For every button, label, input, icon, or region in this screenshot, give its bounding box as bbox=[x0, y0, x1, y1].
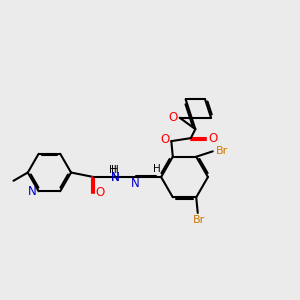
Text: Br: Br bbox=[193, 214, 206, 224]
Text: H: H bbox=[153, 164, 160, 174]
Text: H: H bbox=[111, 165, 119, 176]
Text: O: O bbox=[160, 133, 169, 146]
Text: Br: Br bbox=[216, 146, 228, 156]
Text: N: N bbox=[111, 170, 119, 184]
Text: N: N bbox=[111, 170, 119, 184]
Text: O: O bbox=[208, 132, 218, 145]
Text: O: O bbox=[95, 186, 105, 199]
Text: N: N bbox=[131, 177, 140, 190]
Text: H: H bbox=[109, 164, 117, 175]
Text: O: O bbox=[168, 111, 178, 124]
Text: N: N bbox=[28, 185, 36, 198]
